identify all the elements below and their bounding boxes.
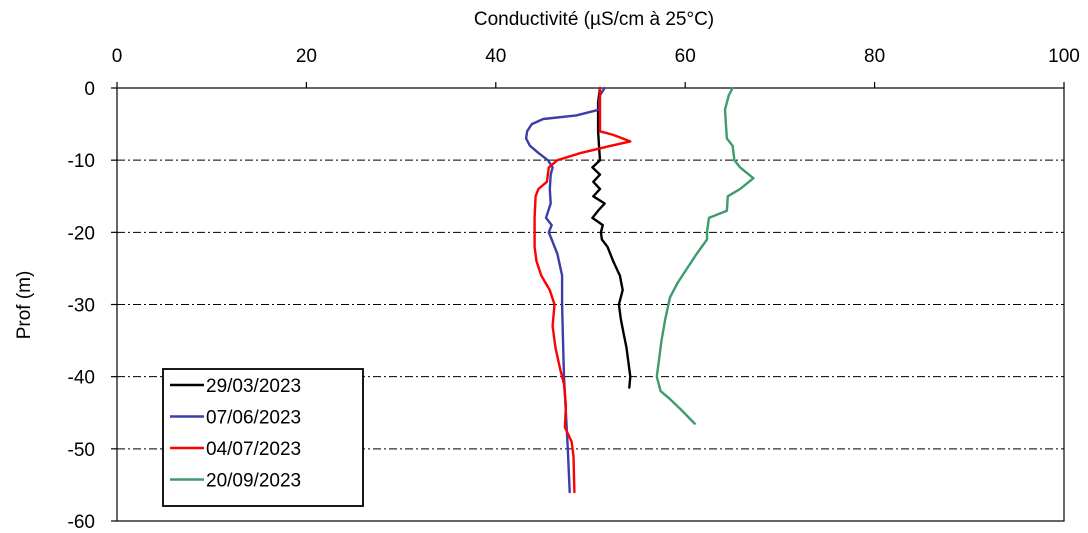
x-tick-label: 40 [485, 46, 506, 67]
legend-label-2: 07/06/2023 [206, 408, 301, 429]
legend: 29/03/2023 07/06/2023 04/07/2023 20/09/2023 [163, 369, 363, 506]
series-line-1 [592, 88, 630, 388]
x-tick-label: 0 [112, 46, 123, 67]
x-axis-title: Conductivité (µS/cm à 25°C) [474, 9, 714, 30]
series-line-2 [526, 88, 605, 492]
y-tick-label: -60 [68, 512, 95, 533]
y-tick-label: 0 [84, 79, 95, 100]
x-tick-label: 80 [864, 46, 885, 67]
legend-label-1: 29/03/2023 [206, 376, 301, 397]
y-tick-label: -20 [68, 223, 95, 244]
legend-label-4: 20/09/2023 [206, 471, 301, 492]
y-tick-label: -10 [68, 151, 95, 172]
x-tick-label: 100 [1048, 46, 1080, 67]
series-line-4 [657, 88, 754, 424]
y-tick-label: -50 [68, 440, 95, 461]
x-tick-label: 60 [675, 46, 696, 67]
y-axis-title: Prof (m) [14, 271, 35, 340]
x-tick-label: 20 [296, 46, 317, 67]
legend-label-3: 04/07/2023 [206, 439, 301, 460]
series-line-3 [535, 88, 631, 492]
series-lines [526, 88, 753, 492]
y-tick-label: -30 [68, 296, 95, 317]
y-tick-label: -40 [68, 368, 95, 389]
